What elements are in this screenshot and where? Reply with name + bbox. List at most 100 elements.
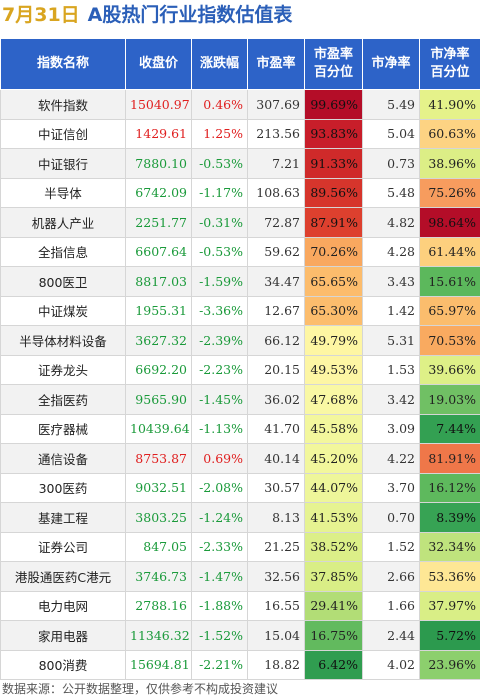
cell-pe-pct: 65.65% (304, 266, 363, 297)
cell-pb: 4.82 (362, 207, 420, 238)
cell-change: 1.25% (191, 118, 248, 149)
table-row: 基建工程 3803.25 -1.24% 8.13 41.53% 0.70 8.39% (0, 502, 480, 533)
cell-pe-pct: 45.20% (304, 443, 363, 474)
cell-pe-pct: 93.83% (304, 118, 363, 149)
page-title: 7月31日 A股热门行业指数估值表 (0, 0, 292, 36)
cell-pb-pct: 15.61% (419, 266, 480, 297)
col-header-close: 收盘价 (125, 38, 192, 90)
table-row: 通信设备 8753.87 0.69% 40.14 45.20% 4.22 81.91% (0, 443, 480, 474)
cell-pb: 4.22 (362, 443, 420, 474)
col-header-pb-pct: 市净率 百分位 (419, 38, 480, 90)
cell-change: -2.21% (191, 649, 248, 680)
cell-close: 6742.09 (125, 177, 192, 208)
cell-pb-pct: 8.39% (419, 502, 480, 533)
table-row: 中证煤炭 1955.31 -3.36% 12.67 65.30% 1.42 65.97% (0, 295, 480, 326)
cell-pb: 1.66 (362, 590, 420, 621)
cell-pb-pct: 19.03% (419, 384, 480, 415)
table-row: 机器人产业 2251.77 -0.31% 72.87 87.91% 4.82 98.64% (0, 207, 480, 238)
cell-close: 10439.64 (125, 413, 192, 444)
cell-pb: 4.28 (362, 236, 420, 267)
cell-pe-pct: 91.33% (304, 148, 363, 179)
cell-pe: 59.62 (247, 236, 305, 267)
table-row: 半导体 6742.09 -1.17% 108.63 89.56% 5.48 75.26% (0, 177, 480, 208)
footer-note: 数据来源：公开数据整理，仅供参考不构成投资建议 (2, 682, 279, 696)
cell-name: 证券公司 (0, 531, 126, 562)
cell-name: 中证信创 (0, 118, 126, 149)
table-row: 800医卫 8817.03 -1.59% 34.47 65.65% 3.43 15.61% (0, 266, 480, 297)
col-header-pe: 市盈率 (247, 38, 305, 90)
cell-pb: 5.04 (362, 118, 420, 149)
cell-change: -1.13% (191, 413, 248, 444)
title-text: A股热门行业指数估值表 (87, 4, 293, 26)
cell-name: 港股通医药C港元 (0, 561, 126, 592)
cell-pb: 3.43 (362, 266, 420, 297)
cell-pe-pct: 45.58% (304, 413, 363, 444)
cell-name: 半导体材料设备 (0, 325, 126, 356)
cell-pe-pct: 41.53% (304, 502, 363, 533)
cell-name: 基建工程 (0, 502, 126, 533)
cell-close: 15694.81 (125, 649, 192, 680)
cell-pe: 16.55 (247, 590, 305, 621)
table-row: 半导体材料设备 3627.32 -2.39% 66.12 49.79% 5.31 70.53… (0, 325, 480, 356)
cell-name: 中证煤炭 (0, 295, 126, 326)
cell-pe-pct: 37.85% (304, 561, 363, 592)
cell-change: -3.36% (191, 295, 248, 326)
cell-pe: 41.70 (247, 413, 305, 444)
cell-pe: 21.25 (247, 531, 305, 562)
cell-pb-pct: 23.96% (419, 649, 480, 680)
cell-pb-pct: 38.96% (419, 148, 480, 179)
table-row: 300医药 9032.51 -2.08% 30.57 44.07% 3.70 16.12% (0, 472, 480, 503)
cell-pb: 3.09 (362, 413, 420, 444)
cell-change: -1.17% (191, 177, 248, 208)
cell-pe-pct: 44.07% (304, 472, 363, 503)
cell-pe-pct: 65.30% (304, 295, 363, 326)
cell-pb: 3.42 (362, 384, 420, 415)
cell-pe-pct: 6.42% (304, 649, 363, 680)
cell-pb: 2.66 (362, 561, 420, 592)
cell-pe-pct: 89.56% (304, 177, 363, 208)
cell-pb: 5.48 (362, 177, 420, 208)
cell-pe: 108.63 (247, 177, 305, 208)
cell-name: 证券龙头 (0, 354, 126, 385)
cell-pe: 7.21 (247, 148, 305, 179)
cell-close: 2788.16 (125, 590, 192, 621)
cell-pe-pct: 70.26% (304, 236, 363, 267)
cell-pb-pct: 53.36% (419, 561, 480, 592)
table-row: 800消费 15694.81 -2.21% 18.82 6.42% 4.02 23.96% (0, 649, 480, 680)
cell-pe: 213.56 (247, 118, 305, 149)
cell-change: 0.46% (191, 89, 248, 120)
table-row: 中证信创 1429.61 1.25% 213.56 93.83% 5.04 60.63% (0, 118, 480, 149)
table-row: 证券龙头 6692.20 -2.23% 20.15 49.53% 1.53 39.66% (0, 354, 480, 385)
cell-pb-pct: 41.90% (419, 89, 480, 120)
cell-change: -2.08% (191, 472, 248, 503)
cell-name: 电力电网 (0, 590, 126, 621)
cell-pe: 307.69 (247, 89, 305, 120)
cell-change: -1.88% (191, 590, 248, 621)
cell-pe: 12.67 (247, 295, 305, 326)
cell-change: -1.45% (191, 384, 248, 415)
cell-pe-pct: 29.41% (304, 590, 363, 621)
cell-pe: 66.12 (247, 325, 305, 356)
table-row: 家用电器 11346.32 -1.52% 15.04 16.75% 2.44 5.72% (0, 620, 480, 651)
col-header-pe-pct: 市盈率 百分位 (304, 38, 363, 90)
cell-close: 3627.32 (125, 325, 192, 356)
cell-pb: 0.73 (362, 148, 420, 179)
cell-name: 医疗器械 (0, 413, 126, 444)
cell-pe-pct: 49.53% (304, 354, 363, 385)
table-row: 港股通医药C港元 3746.73 -1.47% 32.56 37.85% 2.66 53.3… (0, 561, 480, 592)
cell-name: 300医药 (0, 472, 126, 503)
table-row: 中证银行 7880.10 -0.53% 7.21 91.33% 0.73 38.96% (0, 148, 480, 179)
cell-pb-pct: 98.64% (419, 207, 480, 238)
table-row: 全指信息 6607.64 -0.53% 59.62 70.26% 4.28 61.44% (0, 236, 480, 267)
col-header-pb: 市净率 (362, 38, 420, 90)
valuation-table: 指数名称 收盘价 涨跌幅 市盈率 市盈率 百分位 市净率 市净率 百分位 软件指数 1… (0, 38, 480, 680)
cell-close: 9032.51 (125, 472, 192, 503)
cell-pe-pct: 49.79% (304, 325, 363, 356)
cell-close: 6692.20 (125, 354, 192, 385)
cell-pe: 40.14 (247, 443, 305, 474)
table-row: 全指医药 9565.90 -1.45% 36.02 47.68% 3.42 19.03% (0, 384, 480, 415)
cell-pb-pct: 37.97% (419, 590, 480, 621)
cell-pe-pct: 87.91% (304, 207, 363, 238)
cell-name: 中证银行 (0, 148, 126, 179)
cell-pb: 5.31 (362, 325, 420, 356)
